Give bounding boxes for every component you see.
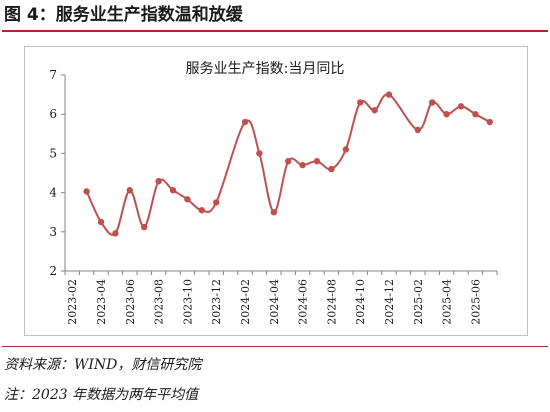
data-point (97, 218, 105, 226)
data-point (385, 91, 393, 98)
data-point (184, 196, 191, 203)
x-tick-label: 2023-04 (95, 279, 108, 325)
data-point (328, 165, 335, 173)
x-tick-label: 2023-12 (210, 279, 223, 325)
x-tick-label: 2024-12 (383, 279, 396, 325)
data-point (313, 158, 321, 165)
y-tick-label: 3 (49, 225, 57, 239)
y-tick-label: 4 (49, 186, 57, 200)
data-point (213, 199, 220, 206)
source-rule (2, 346, 548, 347)
x-tick-label: 2023-08 (153, 279, 166, 325)
y-tick-label: 6 (49, 107, 57, 121)
data-point (256, 150, 263, 157)
x-tick-label: 2024-04 (268, 279, 281, 325)
x-tick-label: 2025-04 (441, 279, 454, 325)
x-tick-label: 2025-06 (469, 279, 482, 325)
y-tick-label: 5 (49, 146, 57, 160)
data-point (486, 118, 493, 126)
data-point (198, 207, 205, 214)
data-point (270, 209, 277, 216)
data-point (429, 99, 436, 106)
data-point (112, 230, 119, 237)
data-point (155, 178, 162, 185)
x-tick-label: 2024-06 (297, 279, 310, 325)
y-tick-label: 2 (49, 264, 57, 278)
x-tick-label: 2023-06 (124, 279, 137, 325)
x-tick-label: 2024-10 (354, 279, 367, 325)
chart-axes: 2 3 4 5 6 7 2023-02 2023-04 2023-06 2023-08 2023-1… (49, 68, 498, 325)
data-point (241, 118, 249, 126)
data-point (126, 187, 133, 194)
data-point (414, 126, 421, 134)
data-point (299, 161, 306, 169)
data-point (457, 103, 465, 110)
series-line (85, 93, 491, 236)
data-point (83, 188, 90, 195)
footnote: 注：2023 年数据为两年平均值 (4, 387, 199, 403)
chart-frame: 服务业生产指数:当月同比 2 3 4 5 6 7 2023-02 2023-04 2023-06… (24, 46, 528, 336)
title-rule (2, 30, 548, 32)
data-point (357, 99, 364, 106)
data-point (371, 107, 378, 114)
data-point (342, 146, 349, 153)
source-note: 资料来源：WIND，财信研究院 (4, 357, 202, 373)
x-tick-label: 2025-02 (412, 279, 425, 325)
figure-title: 图 4：服务业生产指数温和放缓 (4, 5, 243, 25)
data-point (285, 158, 292, 165)
data-point (169, 187, 177, 194)
x-tick-label: 2023-10 (181, 279, 194, 325)
chart-title: 服务业生产指数:当月同比 (186, 61, 345, 77)
x-tick-label: 2024-02 (239, 279, 252, 325)
x-tick-label: 2023-02 (66, 279, 79, 325)
y-tick-label: 7 (49, 68, 57, 82)
data-point (443, 111, 450, 118)
data-point (141, 223, 148, 231)
x-tick-label: 2024-08 (325, 279, 338, 325)
data-point (472, 111, 479, 118)
series-layer (83, 91, 493, 237)
line-chart: 服务业生产指数:当月同比 2 3 4 5 6 7 2023-02 2023-04 2023-06… (49, 61, 498, 325)
